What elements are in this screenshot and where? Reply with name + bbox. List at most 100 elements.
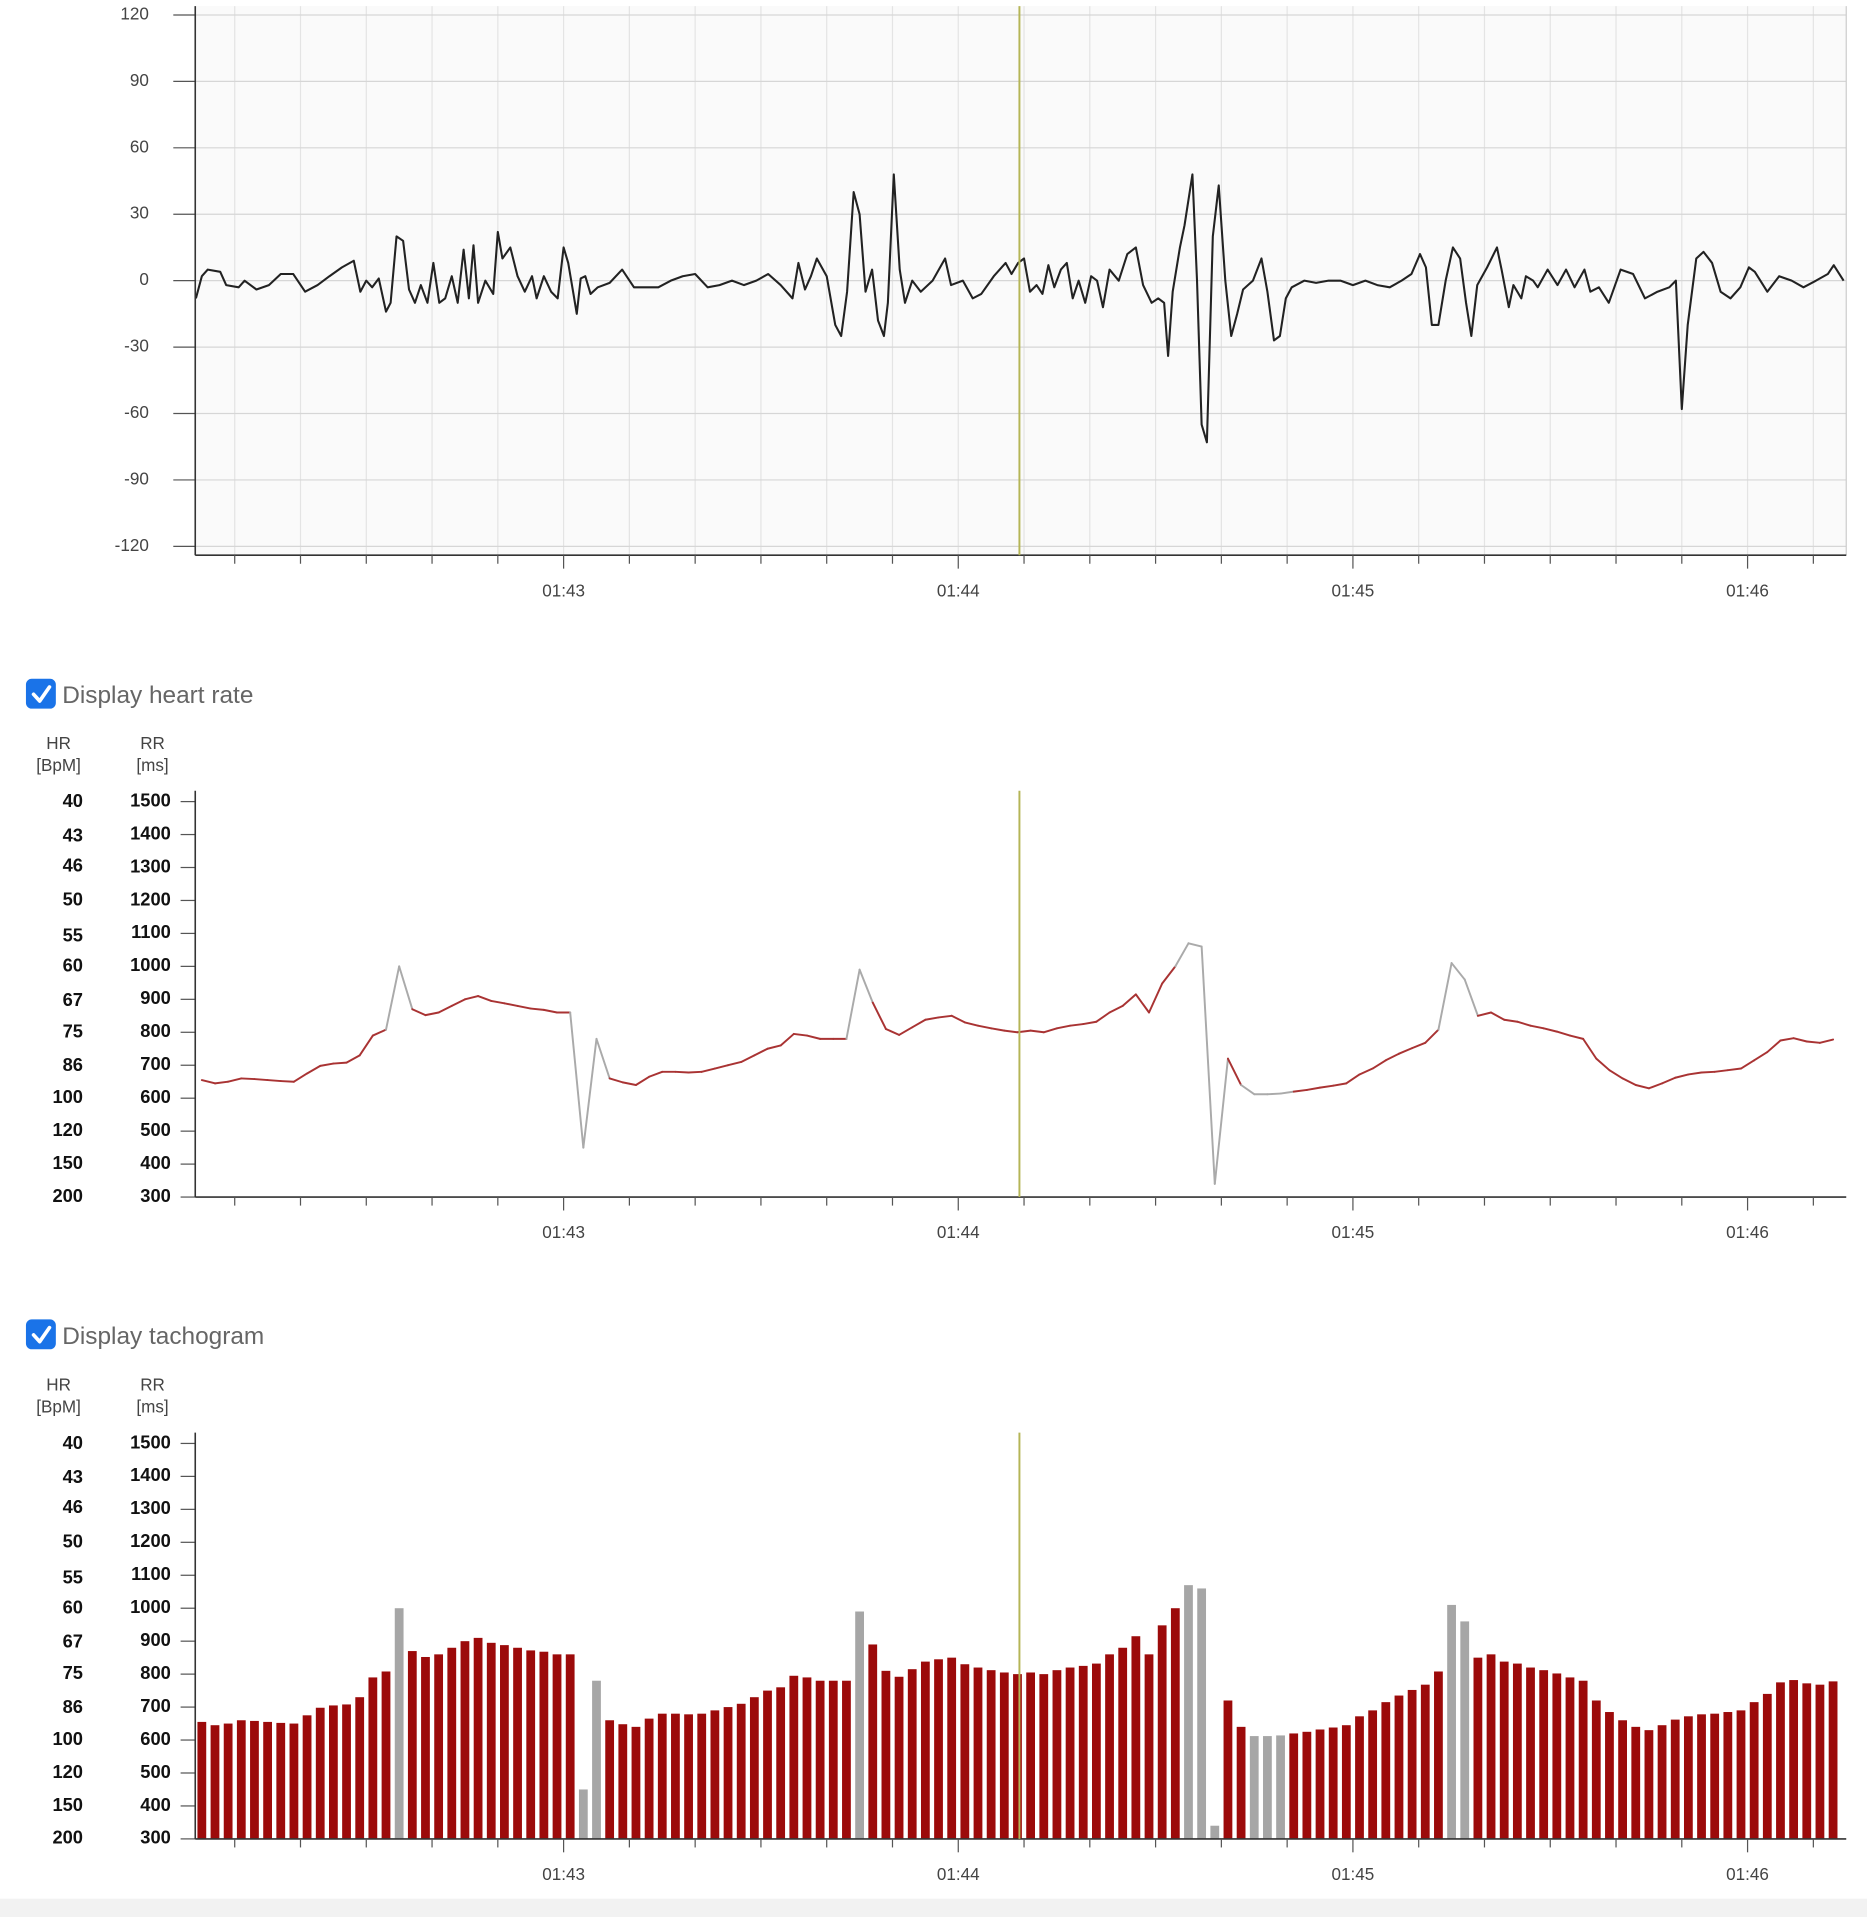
rr-segment — [385, 965, 401, 1031]
rr-bar — [328, 1705, 338, 1839]
rr-bar — [736, 1703, 746, 1839]
rr-segment — [1766, 1039, 1782, 1054]
rr-bar — [907, 1669, 917, 1839]
rr-bar — [1407, 1689, 1417, 1839]
rr-bar — [1460, 1621, 1470, 1839]
rr-bar — [434, 1654, 444, 1839]
rr-bar — [1828, 1681, 1838, 1839]
rr-segment — [1779, 1037, 1795, 1042]
rr-bar — [802, 1677, 812, 1839]
y2-tick-label: 120 — [52, 1119, 83, 1140]
checkbox[interactable] — [25, 678, 56, 709]
rr-segment — [1516, 1020, 1532, 1027]
rr-segment — [792, 1032, 808, 1037]
rr-bar — [1144, 1654, 1154, 1839]
rr-segment — [634, 1075, 651, 1086]
rr-bar — [1657, 1725, 1667, 1839]
y-tick-label: 900 — [140, 987, 171, 1008]
rr-bar — [486, 1642, 496, 1839]
rr-bar — [1223, 1700, 1233, 1839]
rr-segment — [1042, 1027, 1058, 1034]
rr-bar — [1591, 1700, 1601, 1839]
y-tick-label: 1300 — [130, 855, 171, 876]
rr-bar — [881, 1670, 891, 1839]
page-footer-band — [0, 1898, 1867, 1917]
rr-bar — [513, 1647, 522, 1839]
checkbox-control[interactable]: Display tachogram — [25, 1319, 264, 1350]
checkbox[interactable] — [25, 1319, 56, 1350]
rr-segment — [1700, 1070, 1716, 1074]
rr-bar — [197, 1721, 207, 1839]
rr-bar — [539, 1651, 549, 1839]
rr-bar — [210, 1725, 220, 1839]
rr-segment — [477, 995, 493, 1002]
rr-bar — [447, 1647, 457, 1839]
rr-bar — [1315, 1729, 1325, 1839]
checkbox-control[interactable]: Display heart rate — [25, 678, 254, 710]
rr-segment — [1647, 1082, 1664, 1090]
rr-bar — [1078, 1665, 1088, 1839]
x-tick-label: 01:45 — [1332, 1865, 1375, 1884]
rr-segment — [292, 1072, 309, 1083]
rr-bar — [934, 1659, 943, 1839]
chart-panel: 300 400 500 600 700 800 900 1000 1100 1200 1300 140… — [36, 734, 1847, 1242]
rr-segment — [1187, 942, 1203, 948]
rr-segment — [1437, 962, 1453, 1031]
rr-segment — [1503, 1018, 1519, 1023]
y-tick-label: 30 — [130, 204, 149, 223]
chart-panel: -120 -90 -60 -30 0 30 60 90 120 01:43 01:44 01:45 01… — [115, 4, 1847, 600]
rr-segment — [200, 1079, 216, 1085]
y-tick-label: 90 — [130, 71, 149, 90]
y2-tick-label: 75 — [63, 1020, 83, 1041]
rr-segment — [529, 1007, 545, 1011]
rr-bar — [789, 1675, 799, 1839]
rr-bar — [1263, 1736, 1272, 1839]
rr-segment — [1726, 1067, 1742, 1072]
rr-segment — [963, 1021, 979, 1027]
y-tick-label: 400 — [140, 1152, 171, 1173]
y-tick-label: 1400 — [130, 822, 171, 843]
rr-segment — [1687, 1071, 1703, 1076]
rr-segment — [345, 1054, 361, 1064]
rr-segment — [490, 999, 506, 1005]
x-tick-label: 01:44 — [937, 1223, 980, 1242]
checkbox-label[interactable]: Display tachogram — [62, 1323, 264, 1350]
rr-bar — [407, 1651, 417, 1839]
y2-tick-label: 200 — [52, 1827, 83, 1848]
y2-tick-label: 75 — [63, 1662, 83, 1683]
x-tick-label: 01:43 — [542, 1223, 585, 1242]
chart-panel: 300 400 500 600 700 800 900 1000 1100 1200 1300 140… — [36, 1376, 1847, 1884]
y2-axis-title: HR — [46, 1376, 71, 1395]
rr-bar — [1762, 1693, 1772, 1839]
rr-segment — [332, 1061, 348, 1065]
rr-segment — [398, 965, 414, 1011]
rr-segment — [279, 1080, 295, 1083]
checkbox-label[interactable]: Display heart rate — [62, 682, 253, 709]
y-tick-label: 60 — [130, 137, 149, 156]
rr-bar — [1683, 1716, 1693, 1839]
rr-bar — [1210, 1825, 1220, 1839]
rr-segment — [214, 1080, 230, 1085]
rr-bar — [1197, 1588, 1207, 1839]
rr-segment — [1305, 1086, 1322, 1091]
rr-bar — [302, 1715, 312, 1839]
rr-bar — [947, 1657, 957, 1839]
rr-segment — [1161, 965, 1177, 985]
rr-segment — [1740, 1059, 1756, 1070]
rr-bar — [894, 1676, 904, 1839]
rr-bar — [999, 1672, 1009, 1839]
rr-bar — [381, 1671, 391, 1839]
rr-segment — [884, 1028, 901, 1036]
rr-bar — [828, 1680, 838, 1839]
rr-segment — [1621, 1077, 1637, 1086]
rr-segment — [1082, 1020, 1098, 1026]
rr-segment — [1213, 1057, 1229, 1185]
y-tick-label: 600 — [140, 1728, 171, 1749]
rr-bar — [1565, 1677, 1575, 1839]
rr-bar — [671, 1713, 680, 1839]
rr-bar — [1381, 1702, 1391, 1839]
rr-bar — [355, 1697, 365, 1839]
rr-segment — [1095, 1011, 1111, 1023]
rr-segment — [621, 1081, 637, 1086]
rr-segment — [1358, 1067, 1374, 1076]
